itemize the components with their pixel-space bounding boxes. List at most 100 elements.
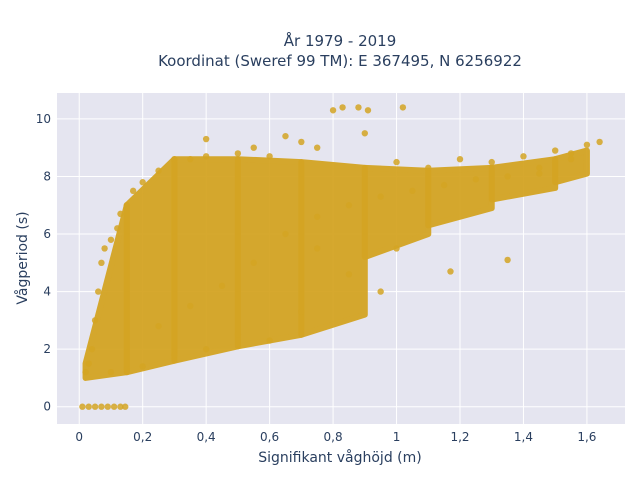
data-point-24 bbox=[202, 153, 210, 160]
data-point-11 bbox=[91, 317, 99, 324]
data-point-55 bbox=[266, 337, 273, 344]
data-point-19 bbox=[129, 187, 137, 195]
density-band-2 bbox=[171, 156, 241, 364]
data-point-23 bbox=[187, 156, 194, 163]
data-point-50 bbox=[393, 245, 400, 252]
data-point-75 bbox=[567, 156, 575, 163]
x-tick-label-8: 1,6 bbox=[577, 430, 596, 444]
data-point-68 bbox=[345, 202, 353, 209]
data-point-16 bbox=[114, 225, 121, 232]
y-tick-label-3: 6 bbox=[43, 227, 51, 241]
data-point-71 bbox=[440, 181, 448, 189]
data-point-40 bbox=[456, 156, 464, 163]
data-point-62 bbox=[155, 322, 162, 330]
data-point-27 bbox=[250, 144, 257, 151]
x-tick-label-1: 0,2 bbox=[133, 430, 152, 444]
density-band-8 bbox=[552, 147, 590, 186]
data-point-57 bbox=[202, 345, 210, 353]
y-tick-label-2: 4 bbox=[43, 285, 51, 299]
data-point-34 bbox=[355, 104, 362, 111]
data-point-35 bbox=[364, 107, 372, 114]
x-tick-label-4: 0,8 bbox=[324, 430, 343, 444]
data-point-46 bbox=[567, 150, 575, 157]
data-point-2 bbox=[91, 403, 99, 410]
data-points bbox=[79, 104, 603, 410]
y-tick-label-4: 8 bbox=[43, 169, 51, 183]
data-point-29 bbox=[282, 132, 289, 140]
data-point-22 bbox=[171, 156, 178, 163]
density-band-4 bbox=[298, 159, 368, 338]
data-point-25 bbox=[202, 135, 210, 143]
data-point-1 bbox=[85, 403, 92, 410]
data-point-70 bbox=[409, 187, 416, 195]
x-axis-label: Signifikant våghöjd (m) bbox=[258, 449, 421, 466]
data-point-53 bbox=[314, 245, 321, 252]
data-point-10 bbox=[88, 345, 96, 353]
x-axis-ticks: 0 0,2 0,4 0,6 0,8 1 1,2 1,4 1,6 bbox=[75, 430, 596, 444]
data-point-73 bbox=[504, 173, 511, 180]
data-point-74 bbox=[536, 170, 543, 177]
data-point-26 bbox=[234, 150, 242, 157]
chart-subtitle: Koordinat (Sweref 99 TM): E 367495, N 62… bbox=[158, 52, 522, 70]
data-point-67 bbox=[314, 213, 321, 220]
x-tick-label-6: 1,2 bbox=[450, 430, 469, 444]
data-point-54 bbox=[298, 308, 305, 315]
data-point-37 bbox=[361, 130, 368, 137]
data-point-69 bbox=[377, 193, 384, 200]
x-tick-label-0: 0 bbox=[75, 430, 83, 444]
y-tick-label-1: 2 bbox=[43, 342, 51, 356]
data-point-4 bbox=[104, 403, 111, 410]
x-tick-label-7: 1,4 bbox=[514, 430, 533, 444]
y-axis-label: Vågperiod (s) bbox=[14, 211, 31, 304]
data-point-44 bbox=[583, 141, 591, 149]
data-point-48 bbox=[504, 256, 511, 264]
data-point-49 bbox=[447, 268, 454, 275]
y-tick-label-0: 0 bbox=[43, 400, 51, 414]
data-point-42 bbox=[520, 153, 527, 160]
data-point-61 bbox=[123, 366, 131, 373]
data-point-31 bbox=[314, 144, 321, 151]
data-point-39 bbox=[425, 164, 432, 172]
data-point-8 bbox=[82, 368, 89, 376]
data-point-7 bbox=[122, 403, 129, 410]
data-point-0 bbox=[79, 403, 86, 410]
x-tick-label-2: 0,4 bbox=[197, 430, 216, 444]
data-point-58 bbox=[171, 351, 178, 359]
data-point-47 bbox=[536, 164, 543, 172]
y-axis-ticks: 0 2 4 6 8 10 bbox=[36, 112, 51, 414]
data-point-51 bbox=[377, 288, 384, 295]
data-point-9 bbox=[85, 360, 92, 367]
data-point-72 bbox=[472, 176, 480, 183]
density-band-3 bbox=[234, 156, 305, 350]
x-tick-label-3: 0,6 bbox=[260, 430, 279, 444]
data-point-6 bbox=[117, 403, 124, 410]
data-point-65 bbox=[250, 259, 257, 267]
data-point-21 bbox=[155, 167, 162, 174]
data-point-41 bbox=[488, 158, 495, 166]
data-point-18 bbox=[123, 202, 131, 209]
chart-title: År 1979 - 2019 bbox=[284, 31, 397, 50]
data-point-28 bbox=[266, 153, 273, 160]
data-point-60 bbox=[107, 368, 115, 376]
data-point-33 bbox=[339, 104, 346, 111]
data-point-64 bbox=[218, 282, 226, 290]
data-point-12 bbox=[95, 288, 102, 295]
data-point-13 bbox=[98, 259, 105, 267]
y-tick-label-5: 10 bbox=[36, 112, 51, 126]
data-point-30 bbox=[298, 138, 305, 146]
data-point-56 bbox=[234, 331, 242, 338]
data-point-5 bbox=[110, 403, 118, 410]
data-point-17 bbox=[117, 210, 124, 218]
data-point-38 bbox=[393, 158, 400, 166]
data-point-52 bbox=[345, 271, 353, 278]
data-point-20 bbox=[139, 179, 146, 186]
data-point-45 bbox=[596, 138, 603, 146]
x-tick-label-5: 1 bbox=[393, 430, 401, 444]
data-point-59 bbox=[139, 363, 146, 370]
density-bands bbox=[82, 147, 590, 381]
data-point-15 bbox=[107, 236, 115, 243]
data-point-32 bbox=[329, 107, 337, 114]
data-point-63 bbox=[187, 302, 194, 310]
data-point-36 bbox=[399, 104, 407, 111]
